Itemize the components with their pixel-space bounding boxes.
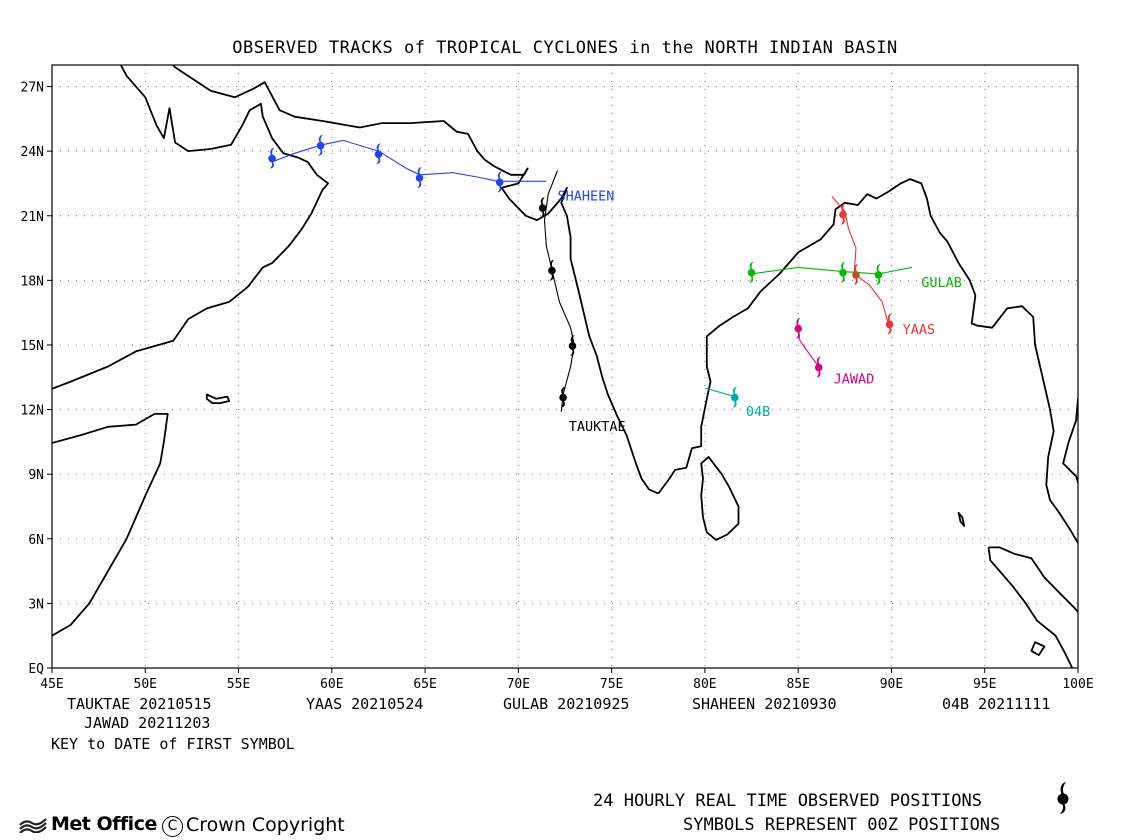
island-socotra: [205, 393, 231, 404]
key-gulab: GULAB 20210925: [503, 695, 630, 713]
lat-tick-label: 3N: [28, 597, 44, 612]
position-marker-gulab: [747, 261, 756, 283]
track-line-gulab: [751, 266, 913, 275]
lat-tick-label: 27N: [21, 81, 44, 96]
lon-tick-label: 95E: [973, 677, 996, 692]
island-sri-lanka: [700, 456, 740, 541]
coast-somalia-horn: [52, 413, 169, 638]
coast-iran-pakistan-india-west: [171, 65, 659, 495]
cyclone-tracks: TAUKTAE YAAS GULAB SHAHEEN JAWAD 04B: [268, 134, 962, 435]
graticule: [52, 65, 1078, 668]
position-marker-shaheen: [316, 134, 325, 156]
track-line-tauktae: [543, 170, 575, 412]
track-tauktae: TAUKTAE: [538, 170, 626, 435]
coastlines: [52, 65, 1078, 668]
lat-tick-label: EQ: [28, 662, 44, 677]
position-marker-tauktae: [548, 259, 556, 281]
coast-arabia-iran-pakistan: [52, 65, 329, 390]
key-jawad: JAWAD 20211203: [84, 714, 211, 732]
lat-tick-label: 24N: [21, 145, 44, 160]
map-title: OBSERVED TRACKS of TROPICAL CYCLONES in …: [232, 38, 898, 58]
lat-tick-label: 18N: [21, 274, 44, 289]
cyclone-track-map: TAUKTAE YAAS GULAB SHAHEEN JAWAD 04B 45E 50E 55…: [21, 64, 1094, 692]
coast-sumatra-west: [987, 547, 1074, 668]
track-yaas: YAAS: [831, 196, 936, 338]
position-marker-04b: [731, 386, 739, 408]
track-04b: 04B: [704, 386, 770, 420]
key-caption: KEY to DATE of FIRST SYMBOL: [51, 735, 295, 753]
position-marker-jawad: [794, 317, 802, 339]
track-shaheen: SHAHEEN: [268, 134, 615, 205]
lat-tick-label: 12N: [21, 404, 44, 419]
copyright-text: Crown Copyright: [186, 814, 345, 836]
copyright-notice: C Crown Copyright: [162, 814, 345, 837]
lat-tick-label: 9N: [28, 468, 44, 483]
lat-tick-label: 6N: [28, 533, 44, 548]
lat-tick-label: 15N: [21, 339, 44, 354]
footer-line-1: 24 HOURLY REAL TIME OBSERVED POSITIONS: [593, 791, 982, 811]
key-tauktae: TAUKTAE 20210515: [67, 695, 212, 713]
island-great-nicobar: [1030, 641, 1046, 656]
position-marker-yaas: [885, 313, 894, 335]
position-marker-tauktae: [559, 386, 567, 408]
key-yaas: YAAS 20210524: [306, 695, 424, 713]
position-marker-yaas: [839, 203, 847, 225]
track-gulab: GULAB: [747, 261, 962, 291]
track-jawad: JAWAD: [794, 317, 875, 388]
track-line-jawad: [797, 331, 820, 367]
axis-ticks: 45E 50E 55E 60E 65E 70E 75E 80E 85E 90E 95E 100E EQ 3…: [21, 81, 1094, 692]
met-office-waves-icon: [19, 818, 47, 834]
lon-tick-label: 90E: [880, 677, 903, 692]
position-marker-shaheen: [268, 147, 276, 169]
position-marker-yaas: [852, 263, 860, 285]
lon-tick-label: 100E: [1062, 677, 1093, 692]
position-marker-shaheen: [495, 171, 504, 193]
track-line-04b: [704, 387, 735, 398]
copyright-symbol: C: [162, 816, 183, 837]
position-marker-gulab: [839, 261, 847, 283]
position-marker-jawad: [814, 356, 823, 378]
position-marker-shaheen: [415, 167, 424, 188]
track-line-shaheen: [271, 139, 547, 182]
position-marker-tauktae: [568, 335, 577, 356]
map-frame: [51, 64, 1079, 669]
lon-tick-label: 70E: [507, 677, 530, 692]
coast-india-east: [657, 178, 1078, 545]
lon-tick-label: 60E: [320, 677, 343, 692]
storm-label-gulab: GULAB: [921, 275, 962, 291]
key-04b: 04B 20211111: [942, 695, 1051, 713]
coast-sumatra-north: [988, 546, 1078, 614]
lon-tick-label: 55E: [227, 677, 250, 692]
lat-tick-label: 21N: [21, 210, 44, 225]
lon-tick-label: 65E: [413, 677, 436, 692]
storm-label-04b: 04B: [746, 404, 770, 420]
met-office-logo: Met Office: [18, 813, 157, 835]
storm-label-jawad: JAWAD: [834, 372, 875, 388]
position-marker-tauktae: [538, 197, 547, 219]
lon-tick-label: 85E: [786, 677, 809, 692]
lon-tick-label: 45E: [40, 677, 63, 692]
island-nicobar: [957, 512, 966, 527]
storm-label-shaheen: SHAHEEN: [558, 189, 615, 205]
position-marker-gulab: [874, 263, 883, 285]
lon-tick-label: 80E: [693, 677, 716, 692]
storm-label-yaas: YAAS: [903, 322, 936, 338]
footer-line-2: SYMBOLS REPRESENT 00Z POSITIONS: [683, 815, 1001, 835]
lon-tick-label: 75E: [600, 677, 623, 692]
lon-tick-label: 50E: [134, 677, 157, 692]
cyclone-symbol-icon: [1057, 782, 1069, 814]
storm-label-tauktae: TAUKTAE: [569, 419, 626, 435]
position-marker-shaheen: [374, 143, 383, 165]
logo-text: Met Office: [51, 813, 157, 835]
key-shaheen: SHAHEEN 20210930: [692, 695, 837, 713]
